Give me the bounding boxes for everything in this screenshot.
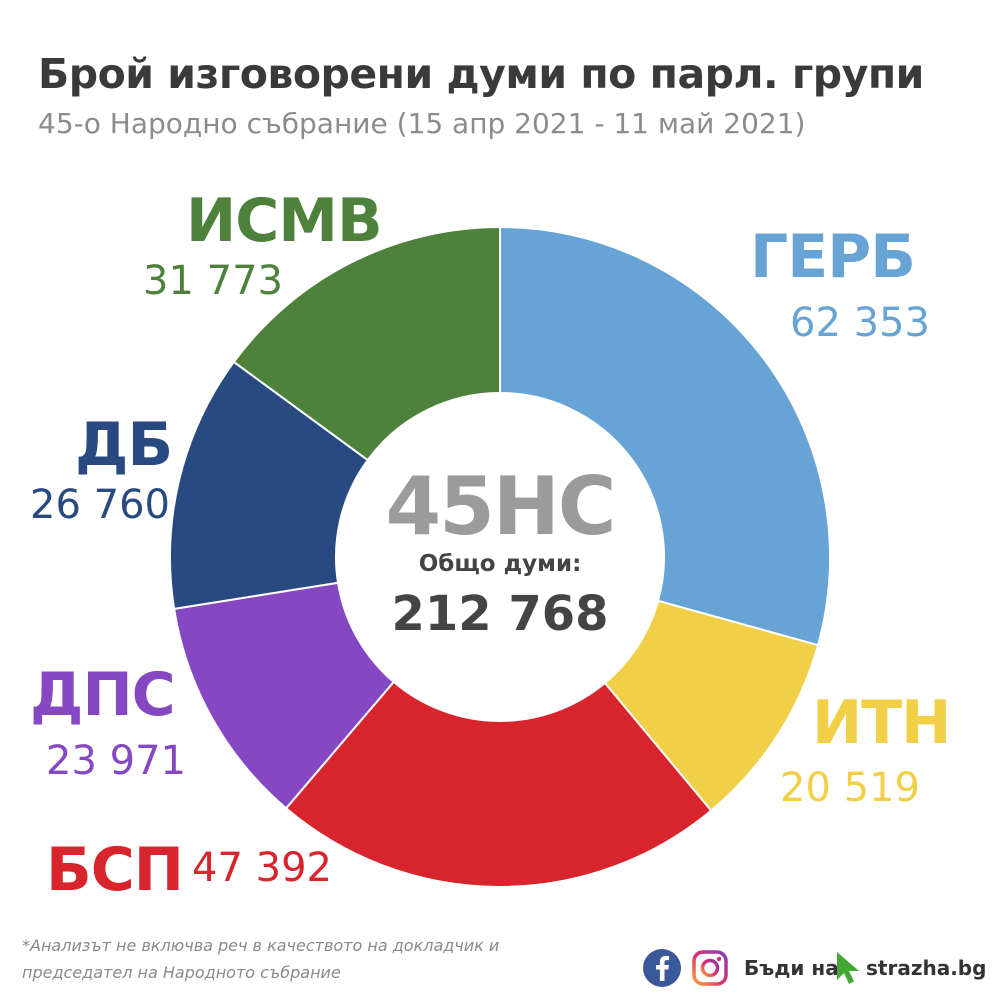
center-assembly-label: 45НС — [385, 460, 617, 553]
footnote-line-1: *Анализът не включва реч в качеството на… — [22, 936, 500, 955]
label-bsp-name: БСП — [46, 835, 184, 905]
label-gerb-name: ГЕРБ — [750, 222, 916, 292]
slice-dps — [172, 581, 396, 810]
label-db-value: 26 760 — [30, 482, 170, 528]
center-total-caption: Общо думи: — [418, 551, 582, 577]
center-total-value: 212 768 — [391, 586, 609, 642]
chart-title: Брой изговорени думи по парл. групи — [38, 50, 924, 98]
label-dps-value: 23 971 — [46, 738, 186, 784]
facebook-icon[interactable] — [642, 948, 682, 988]
label-dps-name: ДПС — [30, 660, 176, 730]
slice-db — [169, 360, 370, 610]
donut-slices — [169, 225, 831, 888]
label-itn-value: 20 519 — [780, 765, 920, 811]
slice-bsp — [284, 680, 713, 888]
slice-ismv — [232, 225, 501, 462]
label-db-name: ДБ — [75, 410, 173, 480]
label-gerb-value: 62 353 — [790, 300, 930, 346]
label-ismv-value: 31 773 — [143, 258, 283, 304]
footnote: *Анализът не включва реч в качеството на… — [22, 932, 622, 986]
label-itn-name: ИТН — [812, 688, 951, 758]
label-ismv-name: ИСМВ — [186, 186, 383, 256]
slice-gerb — [499, 225, 831, 647]
footnote-line-2: председател на Народното събрание — [22, 963, 341, 982]
chart-subtitle: 45-о Народно събрание (15 апр 2021 - 11 … — [38, 107, 806, 140]
label-bsp-value: 47 392 — [192, 845, 332, 891]
brand-site[interactable]: strazha.bg — [866, 956, 987, 980]
brand-prefix: Бъди на — [744, 956, 839, 980]
instagram-icon[interactable] — [690, 948, 730, 988]
cursor-arrow-icon — [837, 952, 859, 984]
